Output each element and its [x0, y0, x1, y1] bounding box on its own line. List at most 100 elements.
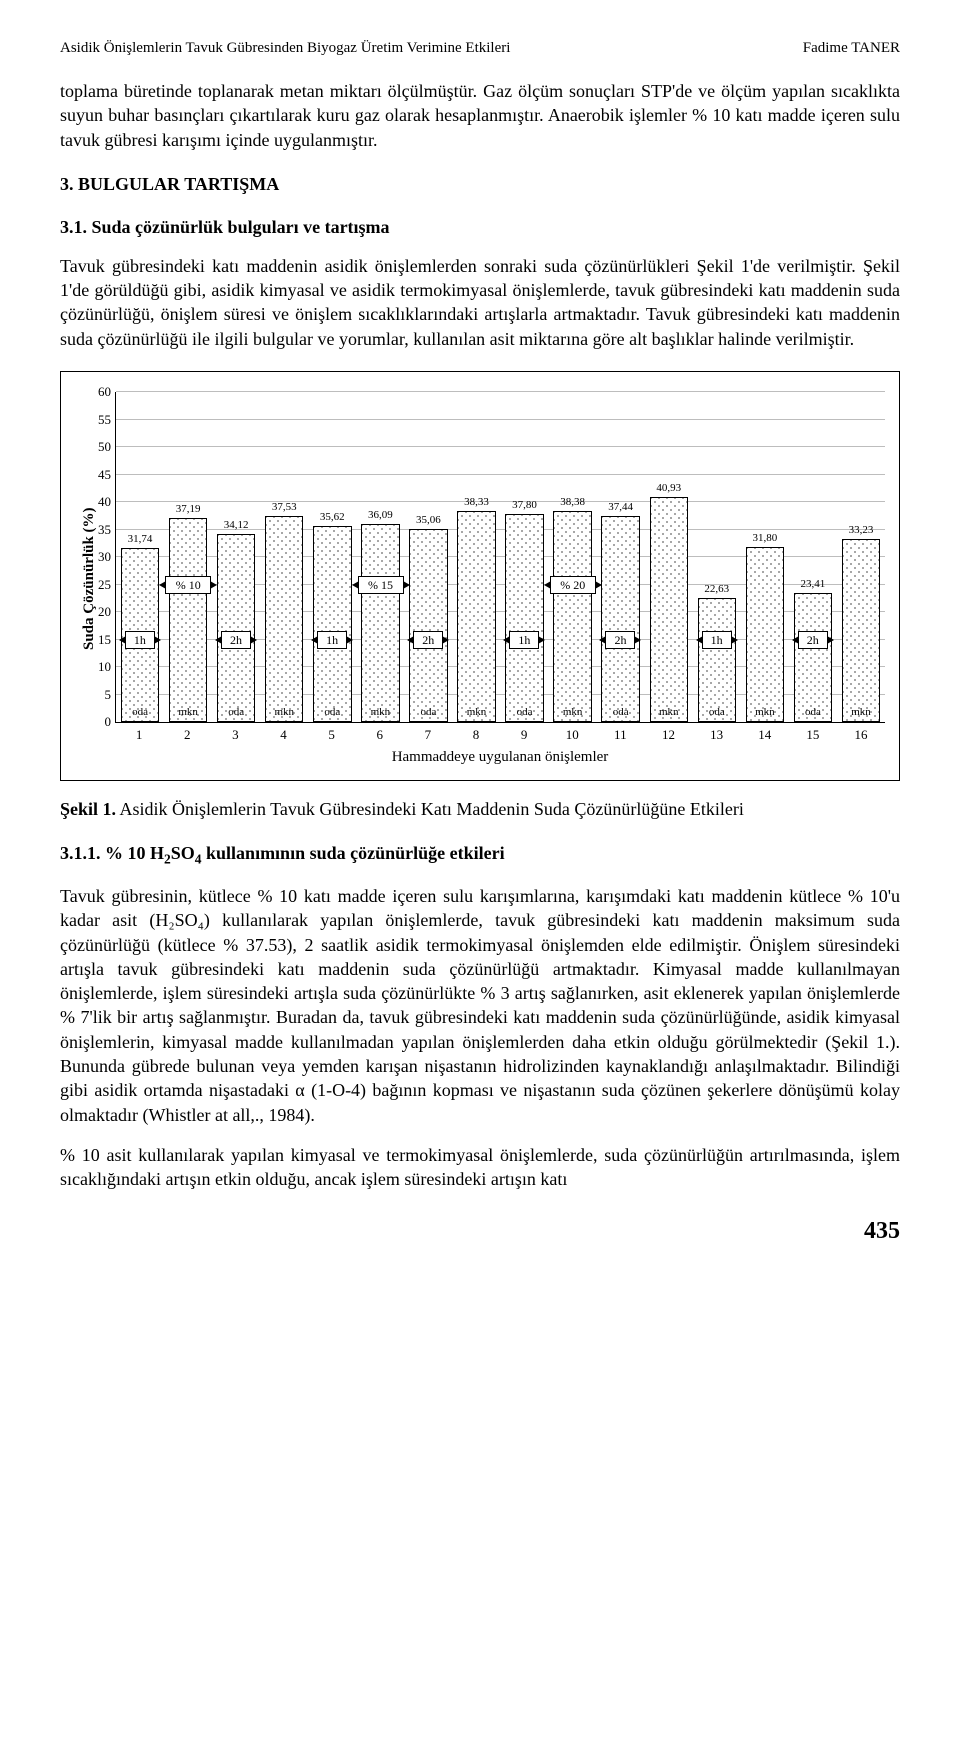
- chart-bar-value-label: 34,12: [224, 519, 249, 531]
- chart-bar-value-label: 33,23: [849, 524, 874, 536]
- chart-x-tick: 14: [741, 723, 789, 743]
- chart-bar-inside-label: oda: [132, 706, 148, 718]
- chart-bar: [650, 497, 688, 722]
- chart-x-ticks: 12345678910111213141516: [115, 723, 885, 743]
- page-number: 435: [60, 1218, 900, 1245]
- chart-x-tick: 2: [163, 723, 211, 743]
- chart-bar-slot: 36,09 mkn: [356, 392, 404, 722]
- chart-bar-inside-label: mkn: [851, 706, 871, 718]
- chart-bar-slot: 22,63 oda: [693, 392, 741, 722]
- chart-bar-value-label: 31,80: [752, 532, 777, 544]
- chart-bar-inside-label: oda: [805, 706, 821, 718]
- chart-x-tick: 7: [404, 723, 452, 743]
- chart-bar: [361, 524, 399, 722]
- chart-bar-slot: 34,12 oda: [212, 392, 260, 722]
- chart-hour-box: 2h: [413, 631, 443, 649]
- chart-bar: [409, 529, 447, 722]
- heading-3-1-1: 3.1.1. % 10 H2SO4 kullanımının suda çözü…: [60, 843, 900, 868]
- chart-bar-slot: 38,38mkn: [549, 392, 597, 722]
- chart-group-box: % 20: [550, 576, 596, 594]
- chart-bar-slot: 23,41 oda: [789, 392, 837, 722]
- chart-bar-inside-label: mkn: [755, 706, 775, 718]
- figure-caption-lead: Şekil 1.: [60, 799, 116, 819]
- chart-bar-inside-label: mkn: [178, 706, 198, 718]
- chart-x-tick: 9: [500, 723, 548, 743]
- chart-hour-box: 2h: [221, 631, 251, 649]
- header-left: Asidik Önişlemlerin Tavuk Gübresinden Bi…: [60, 40, 510, 57]
- chart-bar-slot: 31,74 oda: [116, 392, 164, 722]
- chart-bar-inside-label: mkn: [274, 706, 294, 718]
- chart-bar: [505, 514, 543, 722]
- chart-x-axis-label: Hammaddeye uygulanan önişlemler: [115, 749, 885, 766]
- chart-bar-slot: 31,80 mkn: [741, 392, 789, 722]
- chart-bar-slot: 35,62 oda: [308, 392, 356, 722]
- paragraph-intro: toplama büretinde toplanarak metan mikta…: [60, 79, 900, 152]
- chart-bar-slot: 37,44 oda: [597, 392, 645, 722]
- chart-bar-inside-label: oda: [420, 706, 436, 718]
- chart-bar-value-label: 36,09: [368, 509, 393, 521]
- chart-x-tick: 8: [452, 723, 500, 743]
- chart-bar: [265, 516, 303, 722]
- chart-bar-value-label: 23,41: [801, 578, 826, 590]
- running-header: Asidik Önişlemlerin Tavuk Gübresinden Bi…: [60, 40, 900, 57]
- figure-caption-text: Asidik Önişlemlerin Tavuk Gübresindeki K…: [116, 799, 744, 819]
- chart-bar-value-label: 40,93: [656, 482, 681, 494]
- chart-x-tick: 3: [211, 723, 259, 743]
- chart-bar-value-label: 37,53: [272, 501, 297, 513]
- heading-3-1-1-text: 3.1.1. % 10 H2SO4 kullanımının suda çözü…: [60, 843, 505, 863]
- paragraph-31: Tavuk gübresindeki katı maddenin asidik …: [60, 254, 900, 351]
- chart-x-tick: 10: [548, 723, 596, 743]
- heading-3-1: 3.1. Suda çözünürlük bulguları ve tartış…: [60, 217, 900, 238]
- chart-hour-box: 1h: [317, 631, 347, 649]
- chart-bar: [842, 539, 880, 722]
- chart-hour-box: 1h: [125, 631, 155, 649]
- chart-hour-box: 1h: [509, 631, 539, 649]
- header-right: Fadime TANER: [803, 40, 900, 57]
- chart-bar-slot: 37,53 mkn: [260, 392, 308, 722]
- chart-x-tick: 15: [789, 723, 837, 743]
- chart-bar-value-label: 31,74: [128, 533, 153, 545]
- figure-caption: Şekil 1. Asidik Önişlemlerin Tavuk Gübre…: [60, 797, 900, 821]
- chart-bar-value-label: 22,63: [704, 583, 729, 595]
- chart-bar-value-label: 37,44: [608, 501, 633, 513]
- chart-bar-inside-label: oda: [709, 706, 725, 718]
- chart-bar-value-label: 38,33: [464, 496, 489, 508]
- page: Asidik Önişlemlerin Tavuk Gübresinden Bi…: [0, 0, 960, 1275]
- chart-bars-row: 31,74 oda 37,19 mkn 34,12 oda 37,53 mkn 35,62 oda…: [116, 392, 885, 722]
- chart-plot-area: 31,74 oda 37,19 mkn 34,12 oda 37,53 mkn 35,62 oda…: [115, 392, 885, 723]
- chart-group-box: % 10: [165, 576, 211, 594]
- chart-bar: [794, 593, 832, 722]
- chart-bar-inside-label: mkn: [659, 706, 679, 718]
- chart-bar-value-label: 35,62: [320, 511, 345, 523]
- chart-x-tick: 12: [644, 723, 692, 743]
- chart-group-box: % 15: [358, 576, 404, 594]
- paragraph-311b: % 10 asit kullanılarak yapılan kimyasal …: [60, 1143, 900, 1192]
- chart-bar-inside-label: oda: [517, 706, 533, 718]
- chart-bar-slot: 37,80oda: [501, 392, 549, 722]
- chart-bar-slot: 37,19 mkn: [164, 392, 212, 722]
- chart-x-tick: 5: [308, 723, 356, 743]
- chart-bar-inside-label: oda: [324, 706, 340, 718]
- chart-x-tick: 11: [596, 723, 644, 743]
- paragraph-311a: Tavuk gübresinin, kütlece % 10 katı madd…: [60, 884, 900, 1127]
- chart-bar-value-label: 35,06: [416, 514, 441, 526]
- chart-x-tick: 4: [259, 723, 307, 743]
- chart-bar: [698, 598, 736, 722]
- chart-hour-box: 1h: [702, 631, 732, 649]
- chart-bar-inside-label: oda: [228, 706, 244, 718]
- chart-bar-inside-label: mkn: [371, 706, 391, 718]
- chart-bar-slot: 38,33 mkn: [452, 392, 500, 722]
- chart-x-tick: 6: [356, 723, 404, 743]
- chart-bar-value-label: 37,19: [176, 503, 201, 515]
- chart-bar-inside-label: mkn: [467, 706, 487, 718]
- chart-bar-value-label: 38,38: [560, 496, 585, 508]
- chart-hour-box: 2h: [798, 631, 828, 649]
- heading-3: 3. BULGULAR TARTIŞMA: [60, 174, 900, 195]
- chart-x-tick: 13: [693, 723, 741, 743]
- chart-bar-inside-label: oda: [613, 706, 629, 718]
- chart-bar: [313, 526, 351, 722]
- chart-bar: [217, 534, 255, 722]
- chart-bar: [457, 511, 495, 722]
- chart-x-tick: 16: [837, 723, 885, 743]
- chart-bar: [601, 516, 639, 722]
